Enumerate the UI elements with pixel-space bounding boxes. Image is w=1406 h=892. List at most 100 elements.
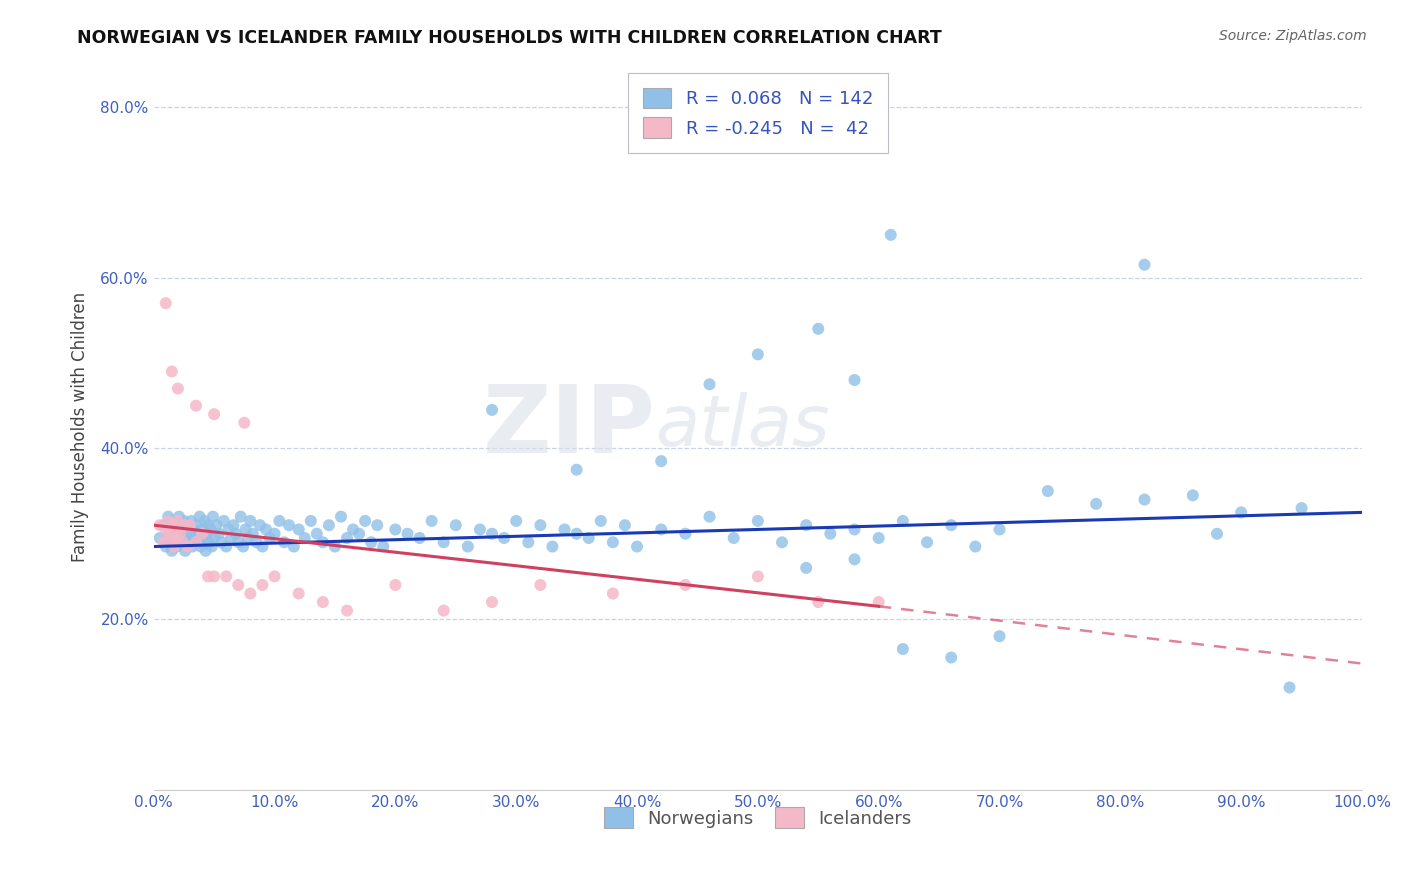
Point [578,531,600,545]
Point [342,523,364,537]
Point [613,518,636,533]
Point [215,540,238,554]
Point [880,227,903,242]
Text: ZIP: ZIP [482,381,655,473]
Point [347,526,370,541]
Point [249,518,271,533]
Point [155,540,177,554]
Point [239,514,262,528]
Point [263,569,285,583]
Point [191,523,214,537]
Point [226,578,249,592]
Point [166,531,188,545]
Point [844,523,866,537]
Point [444,518,467,533]
Point [481,403,503,417]
Point [157,526,180,541]
Point [163,531,186,545]
Point [259,531,281,545]
Point [181,540,204,554]
Point [167,526,190,541]
Point [157,514,180,528]
Point [673,578,696,592]
Point [723,531,745,545]
Point [650,523,672,537]
Point [149,518,172,533]
Point [233,416,256,430]
Point [1133,492,1156,507]
Point [589,514,612,528]
Point [1230,505,1253,519]
Point [179,535,201,549]
Point [433,604,456,618]
Point [373,540,395,554]
Point [747,347,769,361]
Point [699,377,721,392]
Point [183,523,205,537]
Point [167,514,190,528]
Point [162,518,184,533]
Point [180,514,202,528]
Point [844,373,866,387]
Text: Source: ZipAtlas.com: Source: ZipAtlas.com [1219,29,1367,44]
Text: atlas: atlas [655,392,830,461]
Point [219,531,242,545]
Point [941,518,963,533]
Point [236,531,259,545]
Point [517,535,540,549]
Legend: Norwegians, Icelanders: Norwegians, Icelanders [596,800,920,835]
Point [565,526,588,541]
Point [188,509,211,524]
Point [988,629,1011,643]
Point [202,531,225,545]
Point [312,535,335,549]
Point [360,535,382,549]
Point [457,540,479,554]
Point [176,531,198,545]
Point [169,535,191,549]
Point [770,535,793,549]
Point [505,514,527,528]
Point [177,526,200,541]
Y-axis label: Family Households with Children: Family Households with Children [72,292,89,562]
Point [988,523,1011,537]
Point [215,569,238,583]
Point [200,523,222,537]
Point [235,523,257,537]
Point [193,514,215,528]
Point [366,518,388,533]
Point [184,535,207,549]
Point [160,531,183,545]
Point [176,518,198,533]
Point [193,531,215,545]
Point [941,650,963,665]
Point [184,531,207,545]
Point [287,586,309,600]
Point [160,364,183,378]
Point [197,569,219,583]
Point [209,535,232,549]
Point [174,543,197,558]
Point [166,540,188,554]
Point [294,531,316,545]
Point [225,526,247,541]
Point [155,523,177,537]
Point [820,526,842,541]
Point [650,454,672,468]
Point [173,514,195,528]
Point [229,509,252,524]
Point [807,322,830,336]
Point [336,604,359,618]
Point [312,595,335,609]
Point [273,535,295,549]
Point [162,523,184,537]
Point [673,526,696,541]
Point [354,514,377,528]
Point [157,526,180,541]
Point [330,509,353,524]
Point [184,399,207,413]
Point [176,540,198,554]
Point [868,531,890,545]
Point [891,642,914,657]
Point [170,523,193,537]
